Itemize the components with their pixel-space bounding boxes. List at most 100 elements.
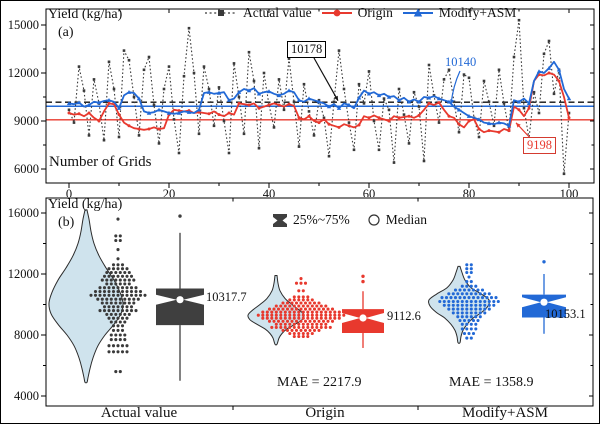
data-dot [116, 344, 120, 348]
group-label-origin: Origin [305, 405, 345, 421]
data-dot [120, 344, 125, 348]
marker-square [517, 18, 521, 22]
data-dot [111, 289, 116, 294]
data-dot [294, 307, 299, 311]
group-label-actual: Actual value [100, 405, 178, 421]
data-dot [471, 318, 476, 323]
marker-square [492, 124, 496, 128]
data-dot [114, 238, 118, 243]
data-dot [109, 282, 113, 286]
data-dot [469, 307, 473, 311]
tick-label: 0 [66, 187, 72, 197]
data-dot [129, 289, 134, 294]
data-dot [324, 316, 328, 320]
data-dot [469, 322, 473, 326]
data-dot [460, 299, 464, 304]
data-dot [270, 310, 274, 314]
marker-triangle [386, 94, 392, 99]
data-dot [102, 274, 107, 278]
data-dot [469, 270, 473, 275]
data-dot [120, 316, 125, 320]
marker-triangle [176, 110, 182, 115]
tick-label: 40 [263, 187, 276, 197]
marker-square [247, 50, 251, 54]
data-dot [281, 301, 285, 305]
marker-circle [287, 102, 291, 106]
marker-square [462, 73, 466, 76]
marker-square [292, 100, 296, 104]
data-dot [447, 299, 451, 304]
marker-square [282, 108, 286, 112]
annotation-origin-mean: 9198 [523, 137, 556, 154]
data-dot [474, 315, 478, 319]
data-dot [480, 288, 485, 292]
data-dot [265, 316, 269, 320]
data-dot [315, 313, 319, 317]
marker-square [532, 90, 536, 94]
marker-triangle [136, 96, 142, 101]
marker-circle [497, 130, 501, 134]
data-dot [471, 288, 476, 292]
marker-circle [367, 116, 371, 120]
data-dot [292, 298, 296, 302]
marker-square [307, 110, 311, 113]
marker-square [442, 78, 446, 81]
marker-square [277, 78, 281, 81]
marker-circle [477, 127, 481, 131]
marker-triangle [356, 95, 362, 100]
panel-a-tag: (a) [58, 25, 74, 40]
data-dot [469, 311, 473, 315]
marker-square [552, 92, 556, 96]
marker-circle [527, 106, 531, 110]
violin-Actual value [48, 209, 124, 384]
marker-square [162, 87, 166, 91]
median-circle-icon [367, 213, 381, 227]
data-dot [111, 293, 116, 297]
marker-circle [547, 71, 551, 75]
data-dot [111, 324, 116, 328]
data-dot [285, 301, 290, 305]
marker-square [447, 68, 451, 72]
marker-triangle [216, 90, 222, 95]
data-dot [111, 274, 116, 278]
marker-circle [217, 113, 221, 117]
data-dot [285, 328, 290, 332]
marker-triangle [416, 99, 422, 104]
data-dot [279, 313, 283, 317]
marker-square [137, 134, 141, 137]
data-dot [312, 328, 317, 332]
marker-square [512, 55, 516, 59]
marker-circle [267, 103, 271, 107]
data-dot [292, 310, 296, 314]
data-dot [123, 282, 127, 286]
marker-square [132, 95, 136, 99]
data-dot [127, 312, 131, 316]
data-dot [288, 316, 292, 320]
data-dot [306, 304, 310, 308]
data-dot [109, 301, 113, 305]
data-dot [333, 310, 337, 314]
data-dot [310, 322, 314, 326]
marker-square [152, 103, 156, 107]
data-dot [111, 305, 116, 309]
data-dot [118, 297, 122, 301]
marker-circle [487, 129, 491, 133]
data-dot [114, 234, 118, 238]
data-dot [324, 304, 328, 308]
marker-circle [257, 106, 261, 110]
data-dot [136, 297, 140, 301]
data-dot [458, 296, 462, 300]
marker-triangle [86, 102, 92, 107]
data-dot [292, 316, 296, 320]
origin-marker-icon [321, 7, 353, 19]
data-dot [301, 298, 305, 302]
marker-square [387, 108, 391, 112]
data-dot [451, 307, 455, 311]
annotation-actual-mean: 10178 [287, 41, 327, 58]
marker-triangle [156, 107, 162, 112]
marker-triangle [506, 123, 512, 128]
data-dot [98, 286, 102, 290]
annotation-arrowhead [516, 122, 521, 128]
data-dot [465, 263, 469, 267]
marker-circle [307, 114, 311, 118]
